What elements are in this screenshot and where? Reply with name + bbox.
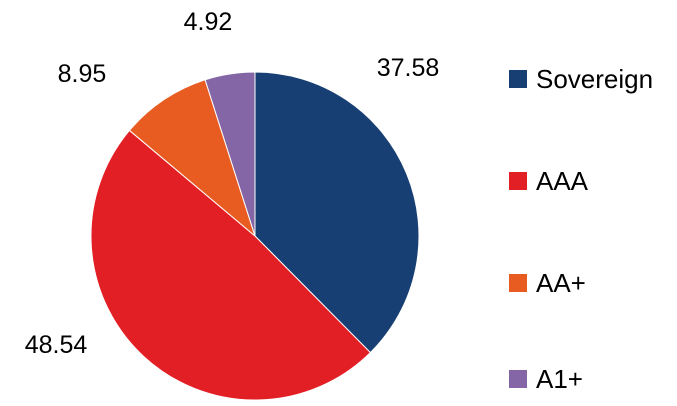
legend-swatch-sovereign xyxy=(509,70,527,88)
data-label-aa-plus: 8.95 xyxy=(58,60,107,88)
pie-slice-aa-plus[interactable] xyxy=(128,79,257,238)
legend-label-a1-plus: A1+ xyxy=(536,364,583,394)
legend-label-aaa: AAA xyxy=(536,166,589,196)
legend-swatch-aa-plus xyxy=(509,274,527,292)
pie-slice-aaa[interactable] xyxy=(90,129,372,401)
legend-item-a1-plus[interactable]: A1+ xyxy=(509,364,583,394)
pie-slice-sovereign[interactable] xyxy=(254,71,420,354)
legend-item-aaa[interactable]: AAA xyxy=(509,166,588,196)
legend-label-sovereign: Sovereign xyxy=(536,64,654,94)
legend-swatch-a1-plus xyxy=(509,370,527,388)
legend-swatch-aaa xyxy=(509,172,527,190)
legend-item-sovereign[interactable]: Sovereign xyxy=(509,64,653,94)
legend-label-aa-plus: AA+ xyxy=(536,268,586,298)
data-label-aaa: 48.54 xyxy=(25,331,88,359)
pie-slice-a1-plus[interactable] xyxy=(204,71,256,237)
data-label-sovereign: 37.58 xyxy=(377,54,440,82)
legend-item-aa-plus[interactable]: AA+ xyxy=(509,268,586,298)
pie-data-labels: 37.58 48.54 8.95 4.92 xyxy=(25,8,440,359)
pie-slices xyxy=(90,71,420,401)
data-label-a1-plus: 4.92 xyxy=(184,8,233,36)
